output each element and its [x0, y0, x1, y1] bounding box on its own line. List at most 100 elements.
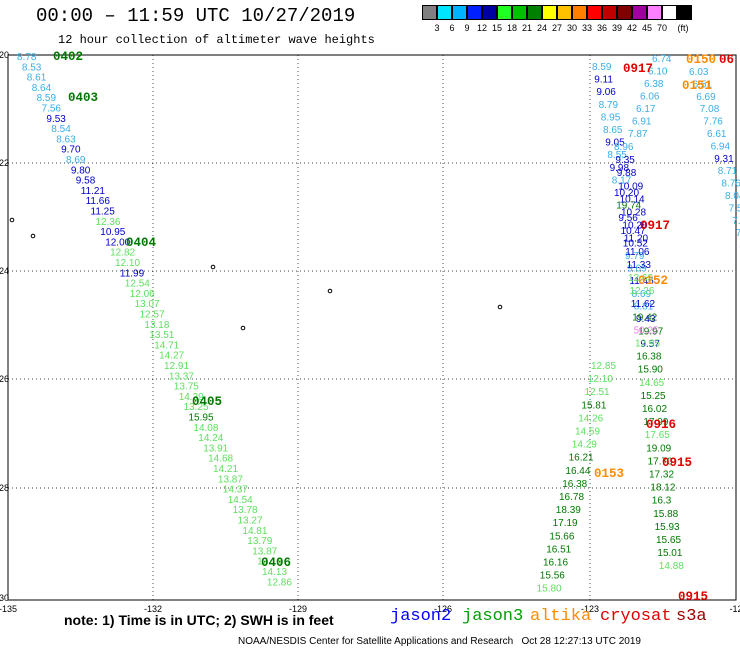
wave-height-reading: 10.20 — [622, 221, 647, 232]
wave-height-reading: 17.70 — [648, 456, 673, 467]
wave-height-reading: 8.96 — [614, 142, 634, 153]
wave-height-reading: 14.29 — [572, 440, 597, 451]
wave-height-reading: 6.94 — [711, 141, 731, 152]
wave-height-reading: 19.74 — [616, 201, 641, 212]
colorbar-label: 39 — [611, 23, 623, 33]
colorbar-label: 36 — [596, 23, 608, 33]
wave-height-reading: 10.28 — [621, 208, 646, 219]
wave-height-reading: 13.51 — [149, 330, 174, 341]
island — [327, 288, 333, 294]
wave-height-reading: 8.65 — [603, 125, 623, 136]
wave-height-reading: 8.69 — [632, 289, 652, 300]
wave-height-reading: 6.38 — [644, 79, 664, 90]
colorbar-label: 45 — [641, 23, 653, 33]
wave-height-reading: 16.16 — [543, 558, 568, 569]
wave-height-reading: 14.08 — [193, 423, 218, 434]
colorbar-label: 27 — [551, 23, 563, 33]
pass-time-label: 0916 — [646, 418, 676, 432]
wave-height-reading: 11.20 — [624, 234, 649, 245]
wave-height-reading: 9.70 — [61, 145, 81, 156]
wave-height-reading: 12.57 — [140, 310, 165, 321]
wave-height-reading: 9.79 — [625, 251, 645, 262]
wave-height-reading: 50.25 — [634, 325, 659, 336]
wave-height-reading: 9.88 — [617, 168, 637, 179]
wave-height-reading: 8.59 — [592, 62, 612, 73]
wave-height-reading: 7.08 — [700, 104, 720, 115]
wave-height-reading: 12.91 — [164, 361, 189, 372]
colorbar-swatch — [527, 5, 542, 20]
wave-height-reading: 9.11 — [594, 75, 613, 86]
y-tick-label: 30 — [0, 593, 9, 603]
wave-height-reading: 15.65 — [656, 535, 681, 546]
wave-height-reading: 8.59 — [37, 93, 57, 104]
wave-height-reading: 9.58 — [76, 176, 96, 187]
wave-height-reading: 6.69 — [696, 92, 716, 103]
wave-height-reading: 12.06 — [130, 289, 155, 300]
wave-height-reading: 16.3 — [652, 496, 672, 507]
wave-height-reading: 14.37 — [223, 485, 248, 496]
colorbar-label: 9 — [464, 23, 470, 33]
wave-height-reading: 13.25 — [184, 402, 209, 413]
wave-height-reading: 11.33 — [627, 260, 652, 271]
wave-height-reading: 8.76 — [721, 179, 740, 190]
wave-height-reading: 11.62 — [631, 299, 656, 310]
wave-height-reading: 12.36 — [95, 217, 120, 228]
wave-height-reading: 8.78 — [17, 52, 37, 63]
wave-height-reading: 16.78 — [559, 492, 584, 503]
wave-height-reading: 10.09 — [618, 181, 643, 192]
colorbar-label: 21 — [521, 23, 533, 33]
wave-height-reading: 14.54 — [228, 495, 253, 506]
wave-height-reading: 14.26 — [578, 413, 603, 424]
wave-height-reading: 8.04 — [725, 191, 740, 202]
wave-height-reading: 15.01 — [657, 548, 682, 559]
wave-height-reading: 15.25 — [641, 391, 666, 402]
wave-height-reading: 19.09 — [646, 443, 671, 454]
island — [497, 304, 503, 310]
wave-height-reading: 15.93 — [655, 522, 680, 533]
wave-height-reading: 14.27 — [159, 351, 184, 362]
wave-height-reading: 15.80 — [537, 584, 562, 595]
wave-height-reading: 14.24 — [198, 433, 223, 444]
colorbar-swatch — [602, 5, 617, 20]
wave-height-reading: 9.05 — [605, 138, 625, 149]
wave-height-reading: 8.54 — [51, 124, 71, 135]
island — [240, 325, 246, 331]
colorbar-label: 42 — [626, 23, 638, 33]
wave-height-reading: 18.12 — [650, 483, 675, 494]
wave-height-reading: 18.39 — [556, 505, 581, 516]
wave-height-reading: 13.79 — [247, 536, 272, 547]
wave-height-reading: 8.53 — [22, 62, 42, 73]
wave-height-reading: 6.10 — [648, 67, 668, 78]
y-tick-label: 24 — [0, 266, 9, 276]
footer-note: note: 1) Time is in UTC; 2) SWH is in fe… — [64, 612, 334, 628]
pass-time-label: 0405 — [192, 395, 222, 409]
colorbar-swatch — [632, 5, 647, 20]
wave-height-reading: 12.54 — [125, 279, 150, 290]
colorbar-swatch — [587, 5, 602, 20]
wave-height-reading: 9.43 — [636, 314, 656, 325]
colorbar-label: 70 — [656, 23, 668, 33]
pass-time-label: 0917 — [623, 62, 653, 76]
wave-height-reading: 9.69 — [627, 264, 647, 275]
wave-height-reading: 11.06 — [625, 247, 650, 258]
pass-time-label: 06 — [719, 53, 734, 67]
island — [30, 233, 36, 239]
legend-altika: altika — [530, 607, 592, 626]
wave-height-reading: 14.65 — [639, 378, 664, 389]
wave-height-reading: 16.02 — [642, 404, 667, 415]
wave-height-reading: 8.55 — [607, 150, 627, 161]
colorbar-label: 24 — [536, 23, 548, 33]
legend-jason2: jason2 — [390, 607, 452, 626]
legend-s3a: s3a — [676, 607, 707, 626]
wave-height-reading: 12.51 — [585, 387, 610, 398]
x-tick-label: -135 — [0, 604, 17, 614]
wave-height-reading: 14.59 — [575, 427, 600, 438]
y-tick-label: 28 — [0, 483, 9, 493]
pass-time-label: 0404 — [126, 236, 157, 250]
colorbar-swatch — [422, 5, 437, 20]
pass-time-label: 0151 — [682, 79, 712, 93]
wave-height-reading: 8.64 — [32, 83, 52, 94]
x-tick-label: -126 — [434, 604, 452, 614]
wave-height-reading: 15.81 — [581, 400, 606, 411]
pass-time-label: 0915 — [678, 590, 708, 604]
